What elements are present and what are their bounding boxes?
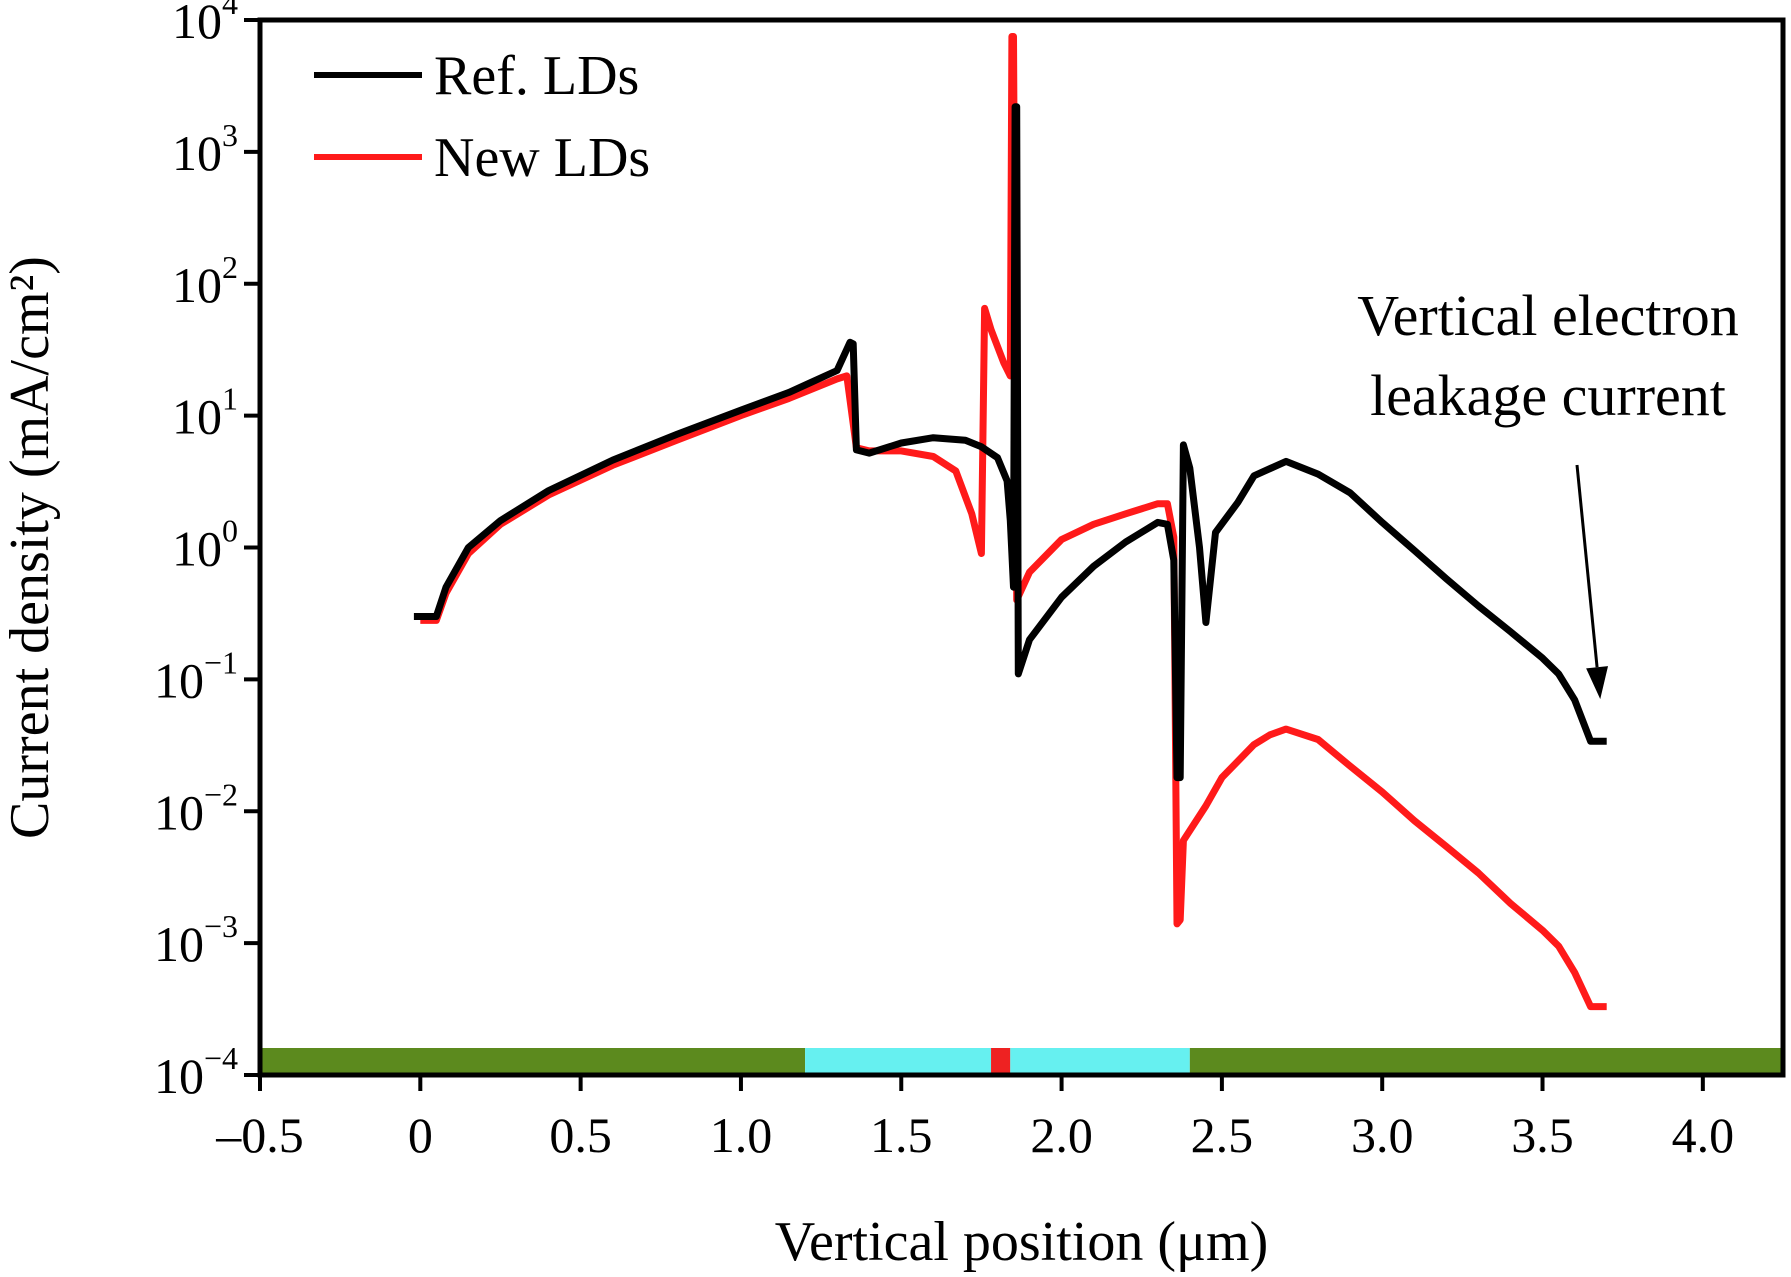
x-tick-label: 0.5 (549, 1107, 612, 1163)
y-tick-label: 10−4 (154, 1040, 238, 1104)
y-axis: 10−4 10−3 10−2 10−1 100 101 102 103 104 (154, 0, 260, 1104)
y-tick-label: 103 (172, 117, 238, 181)
layer-segment-1 (805, 1048, 992, 1073)
y-tick-label: 10−1 (154, 644, 238, 708)
x-tick-label: 2.0 (1030, 1107, 1093, 1163)
legend: Ref. LDs New LDs (314, 45, 650, 189)
layer-segment-4 (1189, 1048, 1783, 1073)
y-tick-label: 10−2 (154, 776, 238, 840)
series-line-ref-lds (413, 103, 1607, 782)
x-tick-label: 3.5 (1511, 1107, 1574, 1163)
x-tick-label: 3.0 (1351, 1107, 1414, 1163)
y-tick-label: 104 (172, 0, 238, 49)
y-tick-label: 101 (172, 381, 238, 445)
x-tick-label: 2.5 (1191, 1107, 1254, 1163)
series-line-new-lds (420, 33, 1607, 1011)
x-tick-label: –0.5 (215, 1107, 304, 1163)
annotation-arrow (1575, 464, 1599, 668)
y-tick-label: 100 (172, 513, 238, 577)
layer-segment-2 (991, 1048, 1011, 1073)
x-tick-label: 4.0 (1672, 1107, 1735, 1163)
x-tick-label: 0 (408, 1107, 433, 1163)
x-tick-label: 1.5 (870, 1107, 933, 1163)
annotation: Vertical electron leakage current (1357, 283, 1739, 700)
series-group (413, 33, 1607, 1011)
annotation-line-2: leakage current (1370, 363, 1726, 428)
annotation-arrowhead (1586, 666, 1609, 700)
legend-label-0: Ref. LDs (434, 45, 639, 107)
y-tick-label: 102 (172, 249, 238, 313)
layer-segment-0 (260, 1048, 806, 1073)
legend-label-1: New LDs (434, 127, 650, 189)
x-axis: –0.5 0 0.5 1.0 1.5 2.0 2.5 3.0 3.5 4.0 (215, 1075, 1734, 1163)
x-axis-title: Vertical position (μm) (775, 1211, 1268, 1273)
x-tick-label: 1.0 (710, 1107, 773, 1163)
y-tick-label: 10−3 (154, 908, 238, 972)
y-axis-title: Current density (mA/cm²) (0, 256, 61, 839)
annotation-line-1: Vertical electron (1357, 283, 1739, 348)
layer-segment-3 (1010, 1048, 1190, 1073)
layer-structure-bar (260, 1048, 1783, 1073)
